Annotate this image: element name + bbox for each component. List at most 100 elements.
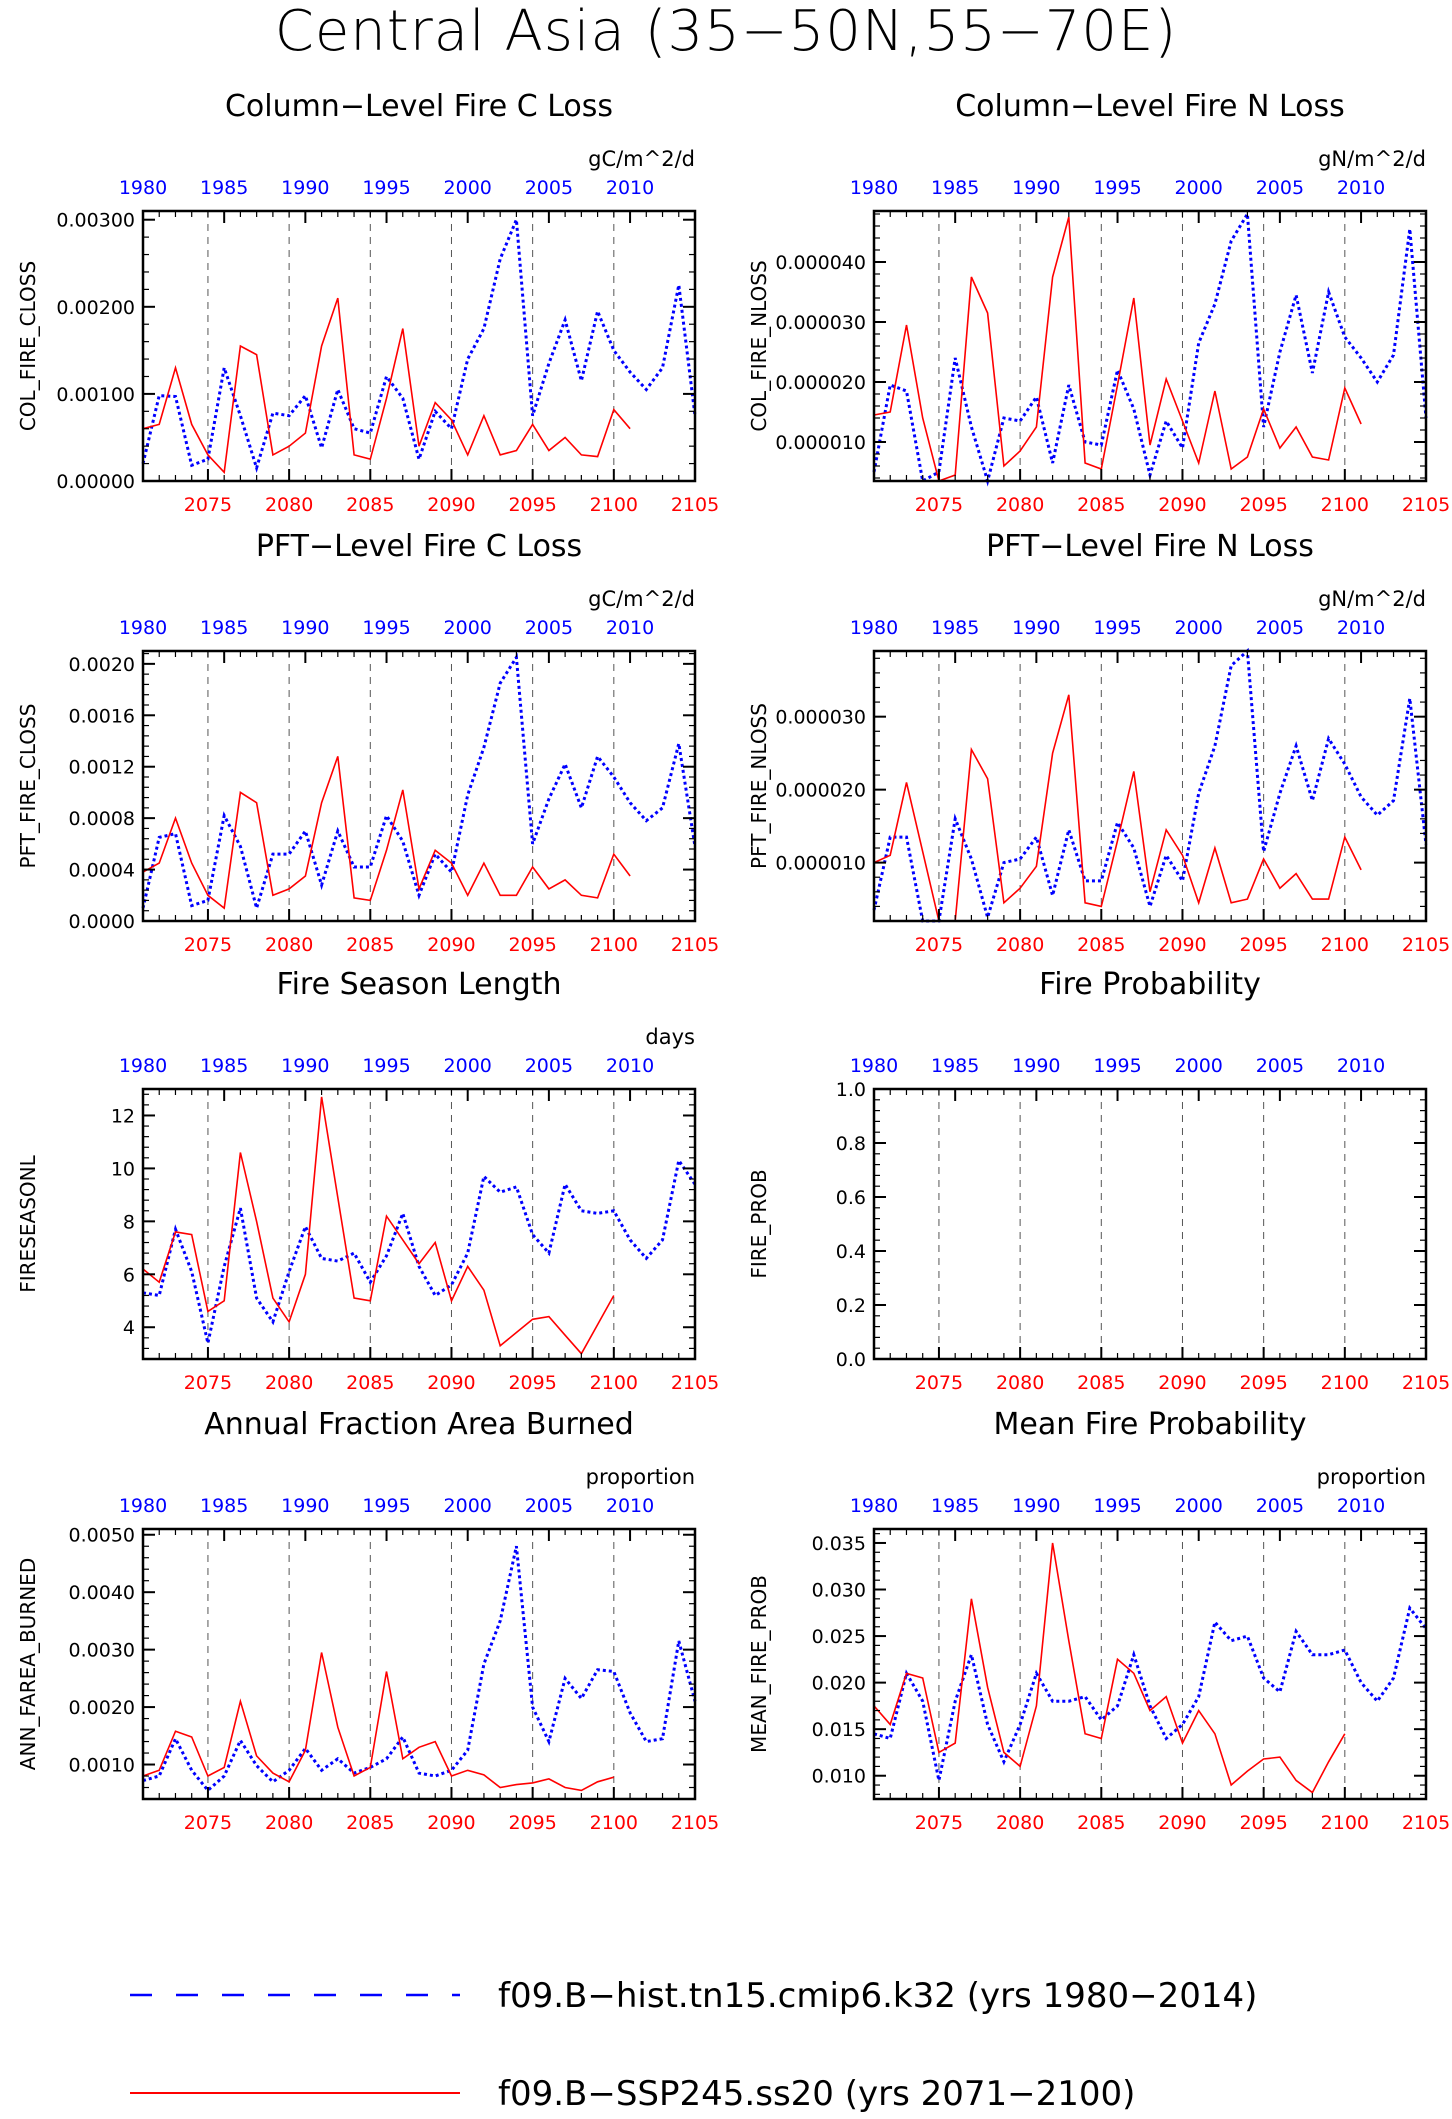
x-bottom-tick-label: 2105 xyxy=(671,494,719,516)
series-ssp-line xyxy=(142,1096,615,1356)
x-top-tick-label: 1980 xyxy=(119,1055,167,1077)
x-top-tick-label: 1985 xyxy=(931,1055,979,1077)
x-bottom-tick-label: 2100 xyxy=(590,1812,638,1834)
x-bottom-tick-label: 2090 xyxy=(427,934,475,956)
x-bottom-tick-label: 2080 xyxy=(996,494,1044,516)
x-top-tick-label: 1995 xyxy=(1093,1495,1141,1517)
x-bottom-tick-label: 2095 xyxy=(1239,494,1287,516)
x-top-tick-label: 1980 xyxy=(850,617,898,639)
x-top-tick-label: 1980 xyxy=(119,1495,167,1517)
x-top-tick-label: 2010 xyxy=(606,1055,654,1077)
series-hist-line xyxy=(142,1545,697,1793)
figure-title: Central Asia (35−50N,55−70E) xyxy=(275,0,1178,64)
series-ssp-line xyxy=(873,216,1362,483)
x-bottom-tick-label: 2085 xyxy=(346,1812,394,1834)
x-top-tick-label: 1990 xyxy=(1012,1055,1060,1077)
y-axis-label: FIRESEASONL xyxy=(16,1154,40,1292)
x-top-tick-label: 1990 xyxy=(1012,177,1060,199)
x-top-tick-label: 1995 xyxy=(362,1055,410,1077)
series-ssp-line xyxy=(142,756,631,910)
panel-title: PFT−Level Fire N Loss xyxy=(986,529,1314,564)
x-top-tick-label: 2000 xyxy=(1175,177,1223,199)
x-bottom-tick-label: 2080 xyxy=(996,934,1044,956)
x-bottom-tick-label: 2100 xyxy=(590,494,638,516)
y-axis-label: COL_FIRE_NLOSS xyxy=(747,260,771,431)
y-tick-label: 0.0000 xyxy=(69,911,135,933)
y-tick-label: 8 xyxy=(123,1211,135,1233)
x-top-tick-label: 1980 xyxy=(850,1495,898,1517)
x-top-tick-label: 2010 xyxy=(1337,617,1385,639)
x-bottom-tick-label: 2105 xyxy=(1402,1372,1450,1394)
y-axis-label: PFT_FIRE_NLOSS xyxy=(747,703,771,869)
x-top-tick-label: 2010 xyxy=(1337,1495,1385,1517)
x-bottom-tick-label: 2080 xyxy=(265,934,313,956)
x-bottom-tick-label: 2105 xyxy=(1402,494,1450,516)
y-tick-label: 0.000020 xyxy=(775,372,866,394)
units-label: proportion xyxy=(1317,1465,1426,1489)
legend: f09.B−hist.tn15.cmip6.k32 (yrs 1980−2014… xyxy=(130,1976,1257,2114)
panel-col-fire-nloss: 0.000010 0.000020 0.000030 0.000040 2075 2080… xyxy=(747,89,1450,516)
plot-frame xyxy=(872,1527,1428,1801)
x-top-tick-label: 1995 xyxy=(362,1495,410,1517)
x-bottom-tick-label: 2080 xyxy=(996,1812,1044,1834)
series-ssp-line xyxy=(142,297,631,475)
x-top-tick-label: 2000 xyxy=(444,1495,492,1517)
y-tick-label: 0.0020 xyxy=(69,1697,135,1719)
plot-frame xyxy=(872,649,1428,923)
series-hist-line xyxy=(873,1604,1428,1781)
x-bottom-tick-label: 2085 xyxy=(1077,1812,1125,1834)
x-bottom-tick-label: 2080 xyxy=(265,494,313,516)
y-tick-label: 0.010 xyxy=(812,1766,866,1788)
y-tick-label: 0.020 xyxy=(812,1673,866,1695)
units-label: gN/m^2/d xyxy=(1318,587,1426,611)
x-top-tick-label: 1990 xyxy=(281,617,329,639)
x-top-tick-label: 1995 xyxy=(1093,617,1141,639)
x-top-tick-label: 2000 xyxy=(444,177,492,199)
x-bottom-tick-label: 2090 xyxy=(427,1812,475,1834)
panel-title: PFT−Level Fire C Loss xyxy=(256,529,582,564)
x-bottom-tick-label: 2095 xyxy=(1239,1812,1287,1834)
x-bottom-tick-label: 2075 xyxy=(915,934,963,956)
x-top-tick-label: 1980 xyxy=(119,617,167,639)
x-top-tick-label: 2000 xyxy=(1175,617,1223,639)
panel-title: Column−Level Fire C Loss xyxy=(225,89,613,124)
y-tick-label: 0.00100 xyxy=(56,384,135,406)
x-bottom-tick-label: 2095 xyxy=(508,1812,556,1834)
panel-title: Mean Fire Probability xyxy=(994,1407,1307,1442)
x-top-tick-label: 2010 xyxy=(606,617,654,639)
x-top-tick-label: 1985 xyxy=(200,177,248,199)
x-top-tick-label: 2000 xyxy=(444,617,492,639)
y-axis-label: PFT_FIRE_CLOSS xyxy=(16,704,40,869)
y-tick-label: 0.000010 xyxy=(775,853,866,875)
units-label: proportion xyxy=(586,1465,695,1489)
x-top-tick-label: 1995 xyxy=(362,177,410,199)
panel-col-fire-closs: 0.00000 0.00100 0.00200 0.00300 2075 2080 2085… xyxy=(16,89,719,516)
plot-frame xyxy=(141,1087,697,1361)
x-top-tick-label: 2005 xyxy=(525,617,573,639)
y-axis-label: MEAN_FIRE_PROB xyxy=(747,1575,771,1753)
panel-fire-season-length: 4 6 8 10 12 2075 2080 2085 2090 2095 2100 2105 1980 1… xyxy=(16,967,719,1394)
x-bottom-tick-label: 2085 xyxy=(1077,934,1125,956)
panel-title: Fire Season Length xyxy=(277,967,562,1002)
x-top-tick-label: 2005 xyxy=(1256,1495,1304,1517)
x-bottom-tick-label: 2100 xyxy=(1321,1372,1369,1394)
y-tick-label: 0.2 xyxy=(836,1295,866,1317)
panel-title: Annual Fraction Area Burned xyxy=(204,1407,634,1442)
y-tick-label: 0.00000 xyxy=(56,471,135,493)
x-bottom-tick-label: 2100 xyxy=(1321,494,1369,516)
y-tick-label: 0.0004 xyxy=(69,860,135,882)
units-label: gC/m^2/d xyxy=(588,587,695,611)
x-bottom-tick-label: 2085 xyxy=(346,934,394,956)
x-bottom-tick-label: 2075 xyxy=(184,1372,232,1394)
x-bottom-tick-label: 2075 xyxy=(915,1372,963,1394)
y-axis-label: ANN_FAREA_BURNED xyxy=(16,1558,40,1770)
x-top-tick-label: 1990 xyxy=(1012,1495,1060,1517)
x-top-tick-label: 2005 xyxy=(525,177,573,199)
y-tick-label: 0.0 xyxy=(836,1349,866,1371)
y-tick-label: 0.000040 xyxy=(775,252,866,274)
series-ssp-line xyxy=(873,1542,1346,1794)
x-top-tick-label: 1985 xyxy=(200,617,248,639)
x-bottom-tick-label: 2090 xyxy=(1158,1812,1206,1834)
x-bottom-tick-label: 2085 xyxy=(346,1372,394,1394)
